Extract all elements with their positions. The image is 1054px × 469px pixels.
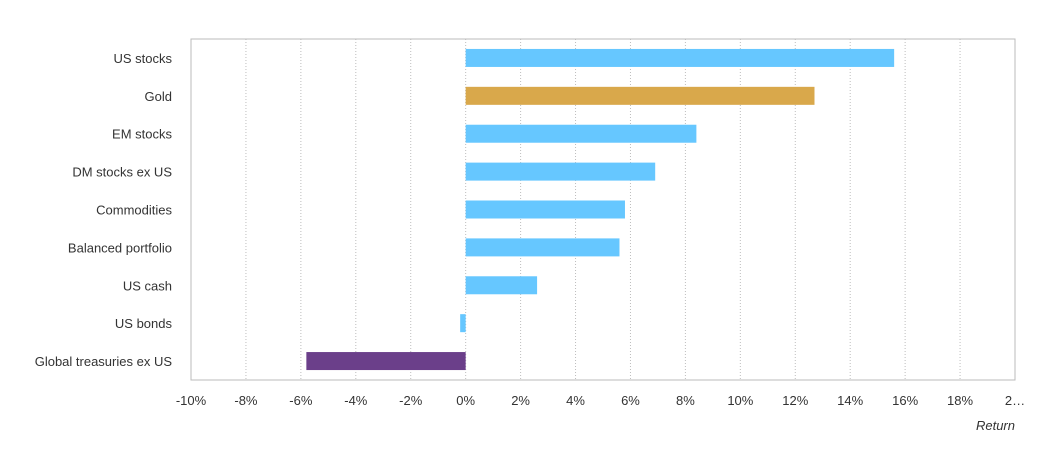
category-label: US cash <box>123 278 172 293</box>
x-tick-label: -2% <box>399 393 423 408</box>
x-tick-labels: -10% -8% -6% -4% -2% 0% 2% 4% 6% 8% 10% 12% 14% 16% 18… <box>176 393 1025 408</box>
bar[interactable] <box>460 314 466 333</box>
x-tick-label: 8% <box>676 393 695 408</box>
bar[interactable] <box>465 48 895 67</box>
x-tick-label: 4% <box>566 393 585 408</box>
category-labels: US stocks Gold EM stocks DM stocks ex US Com… <box>35 51 173 369</box>
category-label: Commodities <box>96 203 172 218</box>
bar[interactable] <box>465 200 625 219</box>
bars <box>306 48 895 371</box>
category-label: Balanced portfolio <box>68 240 172 255</box>
category-label: US bonds <box>115 316 173 331</box>
x-axis-title: Return <box>976 418 1015 433</box>
bar[interactable] <box>465 86 815 105</box>
x-tick-label: -10% <box>176 393 207 408</box>
plot-frame <box>190 38 1016 381</box>
x-tick-label: 10% <box>727 393 753 408</box>
x-tick-label: 14% <box>837 393 863 408</box>
x-tick-label: -8% <box>234 393 258 408</box>
x-tick-label: 16% <box>892 393 918 408</box>
x-tick-label: -6% <box>289 393 313 408</box>
category-label: Gold <box>145 89 172 104</box>
category-label: EM stocks <box>112 127 172 142</box>
x-tick-label: 6% <box>621 393 640 408</box>
bar[interactable] <box>465 238 620 257</box>
x-tick-label: -4% <box>344 393 368 408</box>
x-tick-label: 2… <box>1005 393 1025 408</box>
bar[interactable] <box>465 276 538 295</box>
category-label: US stocks <box>113 51 172 66</box>
x-tick-label: 2% <box>511 393 530 408</box>
bar[interactable] <box>465 162 656 181</box>
category-label: Global treasuries ex US <box>35 354 173 369</box>
x-tick-label: 18% <box>947 393 973 408</box>
bar[interactable] <box>306 352 466 371</box>
x-tick-label: 12% <box>782 393 808 408</box>
category-label: DM stocks ex US <box>72 165 172 180</box>
x-tick-label: 0% <box>456 393 475 408</box>
bar[interactable] <box>465 124 697 143</box>
